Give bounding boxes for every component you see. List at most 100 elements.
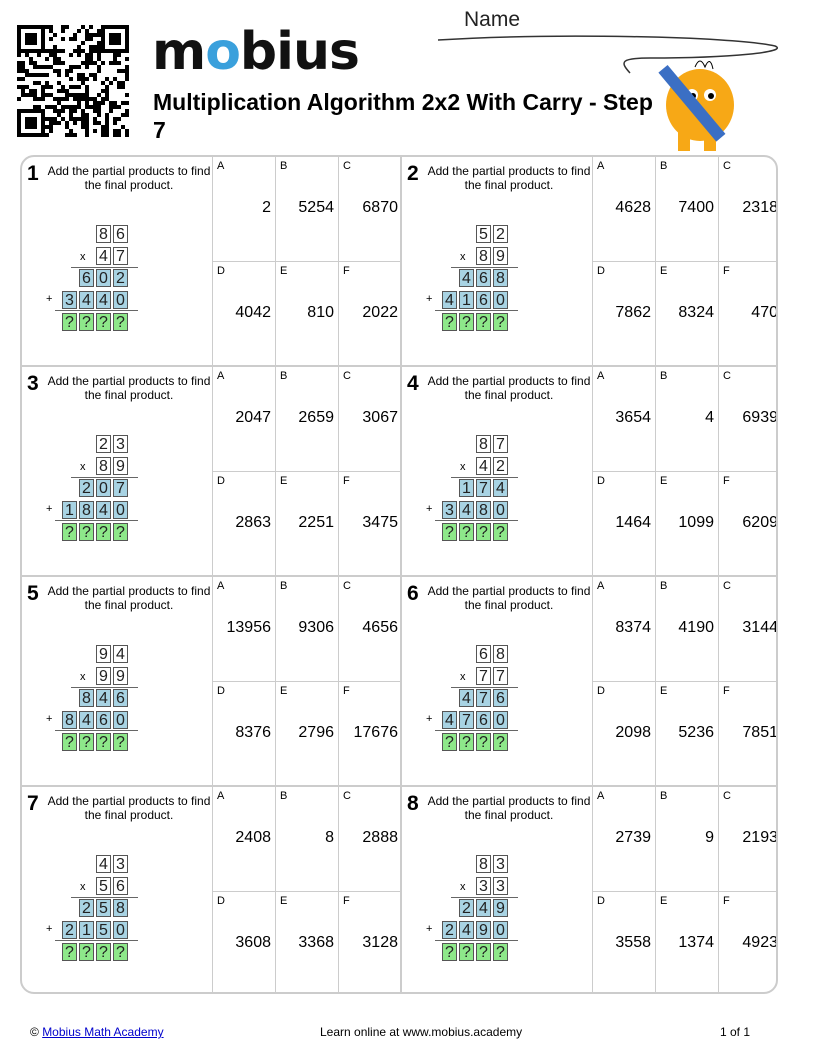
answer-choice-f[interactable]: F 3475 bbox=[338, 472, 402, 577]
answer-choice-a[interactable]: A 2408 bbox=[212, 787, 275, 892]
answer-digit-box[interactable]: ? bbox=[79, 313, 94, 331]
answer-choice-c[interactable]: C 3144 bbox=[718, 577, 776, 682]
answer-digit-box[interactable]: ? bbox=[459, 313, 474, 331]
answer-choice-a[interactable]: A 2739 bbox=[592, 787, 655, 892]
answer-digit-box[interactable]: ? bbox=[493, 943, 508, 961]
answer-digit-box[interactable]: ? bbox=[493, 733, 508, 751]
answer-digit-box[interactable]: ? bbox=[442, 943, 457, 961]
mobius-link[interactable]: Mobius Math Academy bbox=[42, 1025, 164, 1039]
answer-digit-box[interactable]: ? bbox=[493, 523, 508, 541]
answer-digit-box[interactable]: ? bbox=[62, 523, 77, 541]
answer-digit-box[interactable]: ? bbox=[476, 523, 491, 541]
answer-choice-d[interactable]: D 7862 bbox=[592, 262, 655, 367]
answer-choice-d[interactable]: D 3608 bbox=[212, 892, 275, 992]
answer-digit-box[interactable]: ? bbox=[442, 733, 457, 751]
answer-choice-c[interactable]: C 6870 bbox=[338, 157, 402, 262]
answer-choice-d[interactable]: D 4042 bbox=[212, 262, 275, 367]
answer-choice-e[interactable]: E 1099 bbox=[655, 472, 718, 577]
answer-choice-e[interactable]: E 2796 bbox=[275, 682, 338, 787]
choice-label: D bbox=[597, 475, 605, 487]
choice-value: 8374 bbox=[615, 619, 651, 636]
answer-choice-b[interactable]: B 2659 bbox=[275, 367, 338, 472]
answer-digit-box[interactable]: ? bbox=[96, 313, 111, 331]
bottom-digit: 4 bbox=[476, 457, 491, 475]
answer-choice-c[interactable]: C 2888 bbox=[338, 787, 402, 892]
answer-choice-e[interactable]: E 3368 bbox=[275, 892, 338, 992]
choice-label: D bbox=[597, 895, 605, 907]
answer-digit-box[interactable]: ? bbox=[459, 943, 474, 961]
answer-choice-a[interactable]: A 8374 bbox=[592, 577, 655, 682]
answer-digit-box[interactable]: ? bbox=[442, 523, 457, 541]
answer-choice-b[interactable]: B 4 bbox=[655, 367, 718, 472]
problem-3: 3 Add the partial products to find the f… bbox=[22, 367, 402, 577]
answer-choice-d[interactable]: D 3558 bbox=[592, 892, 655, 992]
answer-choice-c[interactable]: C 3067 bbox=[338, 367, 402, 472]
answer-digit-box[interactable]: ? bbox=[79, 943, 94, 961]
answer-choice-c[interactable]: C 2318 bbox=[718, 157, 776, 262]
answer-choice-c[interactable]: C 6939 bbox=[718, 367, 776, 472]
answer-digit-box[interactable]: ? bbox=[113, 313, 128, 331]
answer-choice-a[interactable]: A 4628 bbox=[592, 157, 655, 262]
choice-label: E bbox=[660, 475, 668, 487]
answer-digit-box[interactable]: ? bbox=[113, 943, 128, 961]
top-digit: 2 bbox=[493, 225, 508, 243]
answer-choice-e[interactable]: E 2251 bbox=[275, 472, 338, 577]
choice-label: D bbox=[217, 685, 225, 697]
name-line[interactable] bbox=[430, 28, 790, 88]
answer-digit-box[interactable]: ? bbox=[493, 313, 508, 331]
answer-choice-e[interactable]: E 1374 bbox=[655, 892, 718, 992]
answer-digit-box[interactable]: ? bbox=[62, 313, 77, 331]
answer-choice-d[interactable]: D 2863 bbox=[212, 472, 275, 577]
answer-choice-a[interactable]: A 2047 bbox=[212, 367, 275, 472]
answer-choice-a[interactable]: A 13956 bbox=[212, 577, 275, 682]
answer-digit-box[interactable]: ? bbox=[113, 733, 128, 751]
answer-choice-e[interactable]: E 5236 bbox=[655, 682, 718, 787]
answer-choice-b[interactable]: B 8 bbox=[275, 787, 338, 892]
answer-choice-b[interactable]: B 4190 bbox=[655, 577, 718, 682]
problem-grid: 1 Add the partial products to find the f… bbox=[20, 155, 778, 994]
bottom-digit: 8 bbox=[476, 247, 491, 265]
answer-digit-box[interactable]: ? bbox=[79, 733, 94, 751]
answer-digit-box[interactable]: ? bbox=[62, 943, 77, 961]
answer-digit-box[interactable]: ? bbox=[79, 523, 94, 541]
answer-choice-d[interactable]: D 1464 bbox=[592, 472, 655, 577]
answer-choice-b[interactable]: B 7400 bbox=[655, 157, 718, 262]
answer-choice-b[interactable]: B 9 bbox=[655, 787, 718, 892]
answer-digit-box[interactable]: ? bbox=[476, 313, 491, 331]
answer-choice-f[interactable]: F 4923 bbox=[718, 892, 776, 992]
answer-digit-box[interactable]: ? bbox=[62, 733, 77, 751]
partial2-digit: 4 bbox=[79, 291, 94, 309]
answer-digit-box[interactable]: ? bbox=[459, 523, 474, 541]
answer-digit-box[interactable]: ? bbox=[459, 733, 474, 751]
answer-digit-box[interactable]: ? bbox=[476, 733, 491, 751]
answer-choice-f[interactable]: F 7851 bbox=[718, 682, 776, 787]
choice-label: E bbox=[280, 895, 288, 907]
partial1-digit: 7 bbox=[113, 479, 128, 497]
answer-choice-f[interactable]: F 2022 bbox=[338, 262, 402, 367]
answer-choice-e[interactable]: E 8324 bbox=[655, 262, 718, 367]
answer-digit-box[interactable]: ? bbox=[476, 943, 491, 961]
answer-choice-f[interactable]: F 3128 bbox=[338, 892, 402, 992]
times-sign: x bbox=[80, 251, 86, 263]
answer-choice-b[interactable]: B 9306 bbox=[275, 577, 338, 682]
answer-choice-d[interactable]: D 8376 bbox=[212, 682, 275, 787]
answer-choice-e[interactable]: E 810 bbox=[275, 262, 338, 367]
answer-choice-a[interactable]: A 3654 bbox=[592, 367, 655, 472]
answer-digit-box[interactable]: ? bbox=[96, 523, 111, 541]
answer-digit-box[interactable]: ? bbox=[442, 313, 457, 331]
answer-choice-d[interactable]: D 2098 bbox=[592, 682, 655, 787]
answer-choice-b[interactable]: B 5254 bbox=[275, 157, 338, 262]
answer-choice-f[interactable]: F 17676 bbox=[338, 682, 402, 787]
answer-choice-a[interactable]: A 2 bbox=[212, 157, 275, 262]
answer-choice-c[interactable]: C 2193 bbox=[718, 787, 776, 892]
problem-number: 5 bbox=[27, 582, 39, 605]
partial2-digit: 3 bbox=[62, 291, 77, 309]
answer-choice-f[interactable]: F 470 bbox=[718, 262, 776, 367]
answer-choice-c[interactable]: C 4656 bbox=[338, 577, 402, 682]
answer-digit-box[interactable]: ? bbox=[113, 523, 128, 541]
answer-digit-box[interactable]: ? bbox=[96, 733, 111, 751]
partial2-digit: 9 bbox=[476, 921, 491, 939]
answer-digit-box[interactable]: ? bbox=[96, 943, 111, 961]
divider-line bbox=[435, 730, 518, 731]
answer-choice-f[interactable]: F 6209 bbox=[718, 472, 776, 577]
